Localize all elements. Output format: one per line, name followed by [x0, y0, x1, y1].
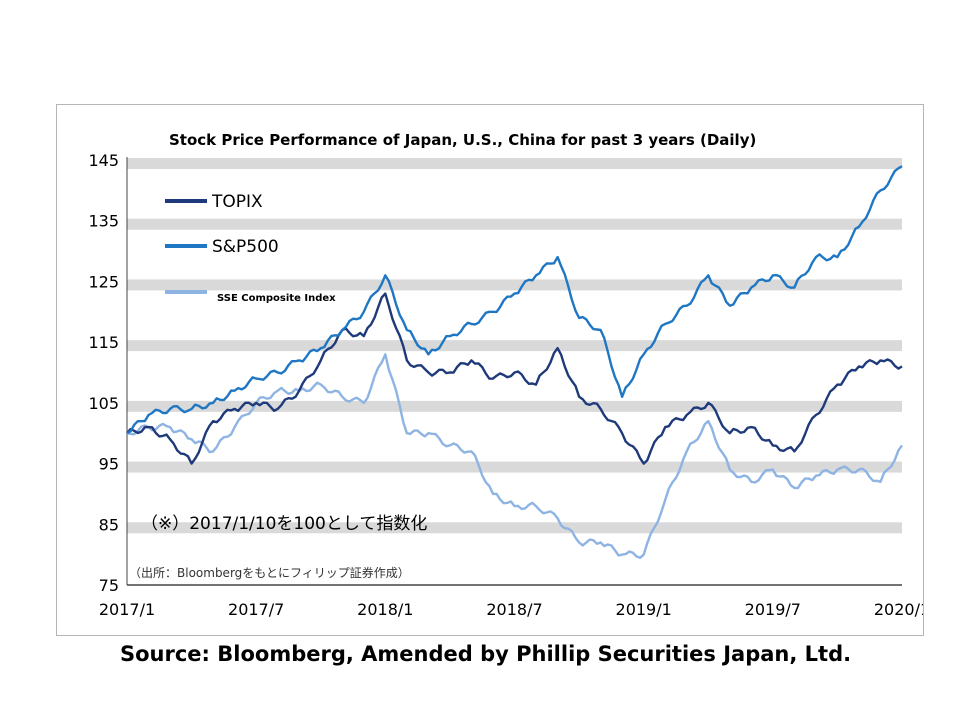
grid-band — [127, 400, 902, 412]
x-tick-label: 2018/1 — [357, 600, 413, 619]
legend-label-sse: SSE Composite Index — [217, 293, 336, 304]
legend-label-topix: TOPIX — [211, 192, 263, 212]
y-tick-label: 85 — [99, 515, 119, 534]
y-tick-label: 115 — [88, 333, 119, 352]
legend: TOPIX S&P500 SSE Composite Index — [165, 192, 336, 304]
stock-performance-chart: 75 85 95 105 115 125 135 145 2017/1 2017/7 2018/1… — [88, 131, 923, 619]
x-tick-label: 2017/7 — [228, 600, 284, 619]
chart-title: Stock Price Performance of Japan, U.S., … — [169, 131, 756, 149]
y-tick-label: 95 — [99, 455, 119, 474]
series-line-topix — [126, 292, 903, 465]
data-source-note: （出所：Bloombergをもとにフィリップ証券作成） — [129, 565, 410, 580]
y-tick-label: 145 — [88, 151, 119, 170]
grid-band — [127, 522, 902, 534]
x-tick-label: 2020/1 — [874, 600, 923, 619]
grid-band — [127, 279, 902, 291]
y-tick-label: 125 — [88, 272, 119, 291]
grid-band — [127, 158, 902, 169]
x-tick-label: 2018/7 — [486, 600, 542, 619]
grid-bands — [127, 158, 902, 534]
y-axis-ticks: 75 85 95 105 115 125 135 145 — [88, 151, 119, 595]
x-tick-label: 2017/1 — [99, 600, 155, 619]
x-tick-label: 2019/1 — [616, 600, 672, 619]
grid-band — [127, 218, 902, 230]
legend-label-sp500: S&P500 — [212, 237, 279, 257]
index-note: （※）2017/1/10を100として指数化 — [141, 514, 427, 534]
chart-frame: 75 85 95 105 115 125 135 145 2017/1 2017/7 2018/1… — [56, 104, 924, 636]
y-tick-label: 105 — [88, 394, 119, 413]
x-tick-label: 2019/7 — [745, 600, 801, 619]
y-tick-label: 135 — [88, 212, 119, 231]
grid-band — [127, 340, 902, 352]
y-tick-label: 75 — [99, 576, 119, 595]
series-lines — [126, 165, 903, 559]
source-caption: Source: Bloomberg, Amended by Phillip Se… — [120, 642, 852, 666]
x-axis-ticks: 2017/1 2017/7 2018/1 2018/7 2019/1 2019/7 2020… — [99, 600, 923, 619]
series-line-s-p500 — [126, 165, 903, 435]
grid-band — [127, 461, 902, 473]
